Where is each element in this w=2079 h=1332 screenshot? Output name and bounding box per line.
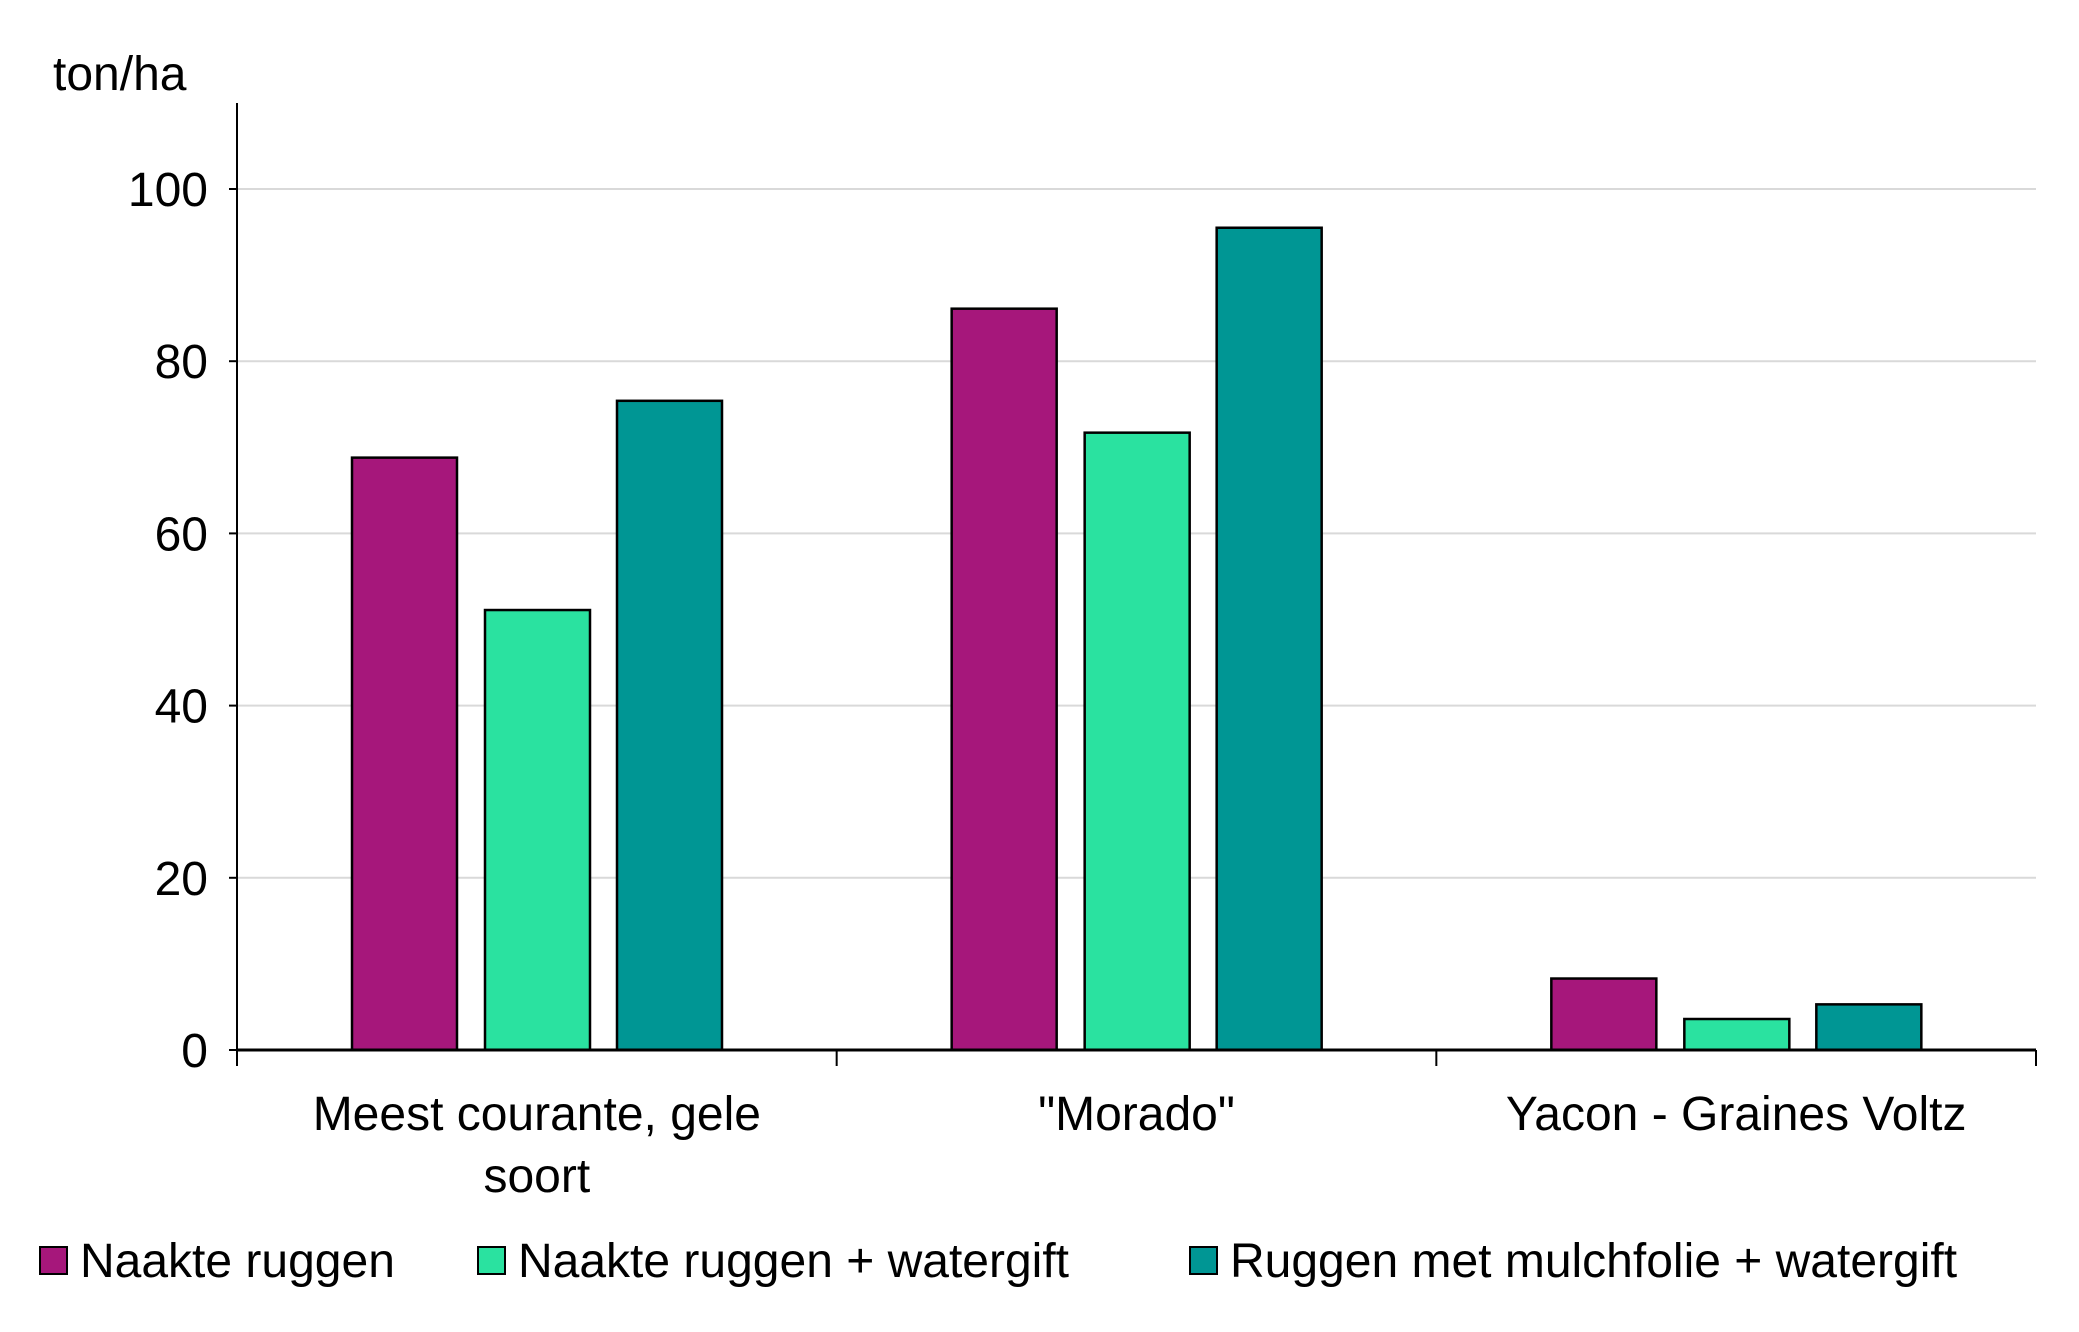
legend-swatch — [39, 1246, 68, 1275]
bar-3-3 — [1815, 1003, 1923, 1052]
y-tick-label: 40 — [155, 681, 208, 734]
x-tick-label: "Morado" — [1038, 1088, 1235, 1141]
bar-2-2 — [1083, 431, 1191, 1052]
legend-label: Naakte ruggen — [80, 1235, 395, 1288]
legend-label: Naakte ruggen + watergift — [518, 1235, 1069, 1288]
y-tick-label: 80 — [155, 336, 208, 389]
y-tick-label: 100 — [128, 164, 208, 217]
legend-swatch — [477, 1246, 506, 1275]
y-tick-label: 60 — [155, 508, 208, 561]
y-axis-label: ton/ha — [53, 48, 187, 101]
x-tick-label: Meest courante, gele — [313, 1088, 761, 1141]
y-tick-label: 0 — [181, 1025, 208, 1078]
bar-1-3 — [1550, 977, 1658, 1052]
bar-1-1 — [350, 456, 459, 1052]
x-tick-label: soort — [483, 1150, 590, 1203]
bar-3-2 — [1215, 226, 1323, 1052]
bar-2-3 — [1683, 1017, 1791, 1052]
bar-2-1 — [483, 608, 592, 1052]
bar-3-1 — [615, 399, 724, 1052]
legend-label: Ruggen met mulchfolie + watergift — [1230, 1235, 1957, 1288]
legend-swatch — [1189, 1246, 1218, 1275]
x-tick-label: Yacon - Graines Voltz — [1506, 1088, 1967, 1141]
bar-1-2 — [950, 307, 1058, 1052]
y-tick-label: 20 — [155, 853, 208, 906]
